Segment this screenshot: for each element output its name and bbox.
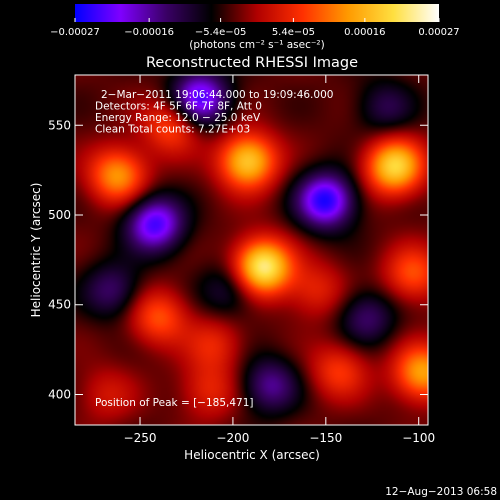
colorbar-tick-label: 0.00016 xyxy=(344,27,385,38)
info-line: Clean Total counts: 7.27E+03 xyxy=(95,124,250,136)
colorbar-tick-label: −0.00016 xyxy=(124,27,174,38)
colorbar-tick-label: −0.00027 xyxy=(50,27,100,38)
colorbar-units: (photons cm⁻² s⁻¹ asec⁻²) xyxy=(189,39,324,51)
plot-area: 2−Mar−2011 19:06:44.000 to 19:09:46.000D… xyxy=(48,74,435,445)
colorbar-strip xyxy=(75,4,439,22)
x-axis-label: Heliocentric X (arcsec) xyxy=(184,448,320,462)
x-tick-label: −150 xyxy=(309,431,342,445)
y-tick-label: 400 xyxy=(48,387,71,401)
info-line: Detectors: 4F 5F 6F 7F 8F, Att 0 xyxy=(95,101,262,113)
y-tick-label: 450 xyxy=(48,298,71,312)
peak-position-label: Position of Peak = [−185,471] xyxy=(95,397,254,409)
x-tick-label: −200 xyxy=(216,431,249,445)
info-line: Energy Range: 12.0 − 25.0 keV xyxy=(95,112,261,124)
plot-frame xyxy=(74,74,429,426)
y-tick-label: 550 xyxy=(48,118,71,132)
info-text: 2−Mar−2011 19:06:44.000 to 19:09:46.000D… xyxy=(95,89,333,136)
x-tick-label: −250 xyxy=(124,431,157,445)
colorbar-tick-label: −5.4e−05 xyxy=(195,27,247,38)
colorbar-ticks: −0.00027 −0.00016 −5.4e−05 5.4e−05 0.00016 0.… xyxy=(50,18,460,38)
y-axis-label: Heliocentric Y (arcsec) xyxy=(29,183,43,318)
colorbar-tick-label: 5.4e−05 xyxy=(272,27,315,38)
x-tick-label: −100 xyxy=(402,431,435,445)
chart-title: Reconstructed RHESSI Image xyxy=(146,55,358,71)
footer-timestamp: 12−Aug−2013 06:58 xyxy=(385,486,497,498)
info-line: 2−Mar−2011 19:06:44.000 to 19:09:46.000 xyxy=(101,89,333,101)
y-tick-label: 500 xyxy=(48,208,71,222)
colorbar-tick-label: 0.00027 xyxy=(418,27,459,38)
colorbar: −0.00027 −0.00016 −5.4e−05 5.4e−05 0.00016 0.… xyxy=(50,4,460,51)
axis-ticks: −250 −200 −150 −100 400 450 500 550 xyxy=(48,75,435,445)
heatmap-image xyxy=(75,75,428,425)
